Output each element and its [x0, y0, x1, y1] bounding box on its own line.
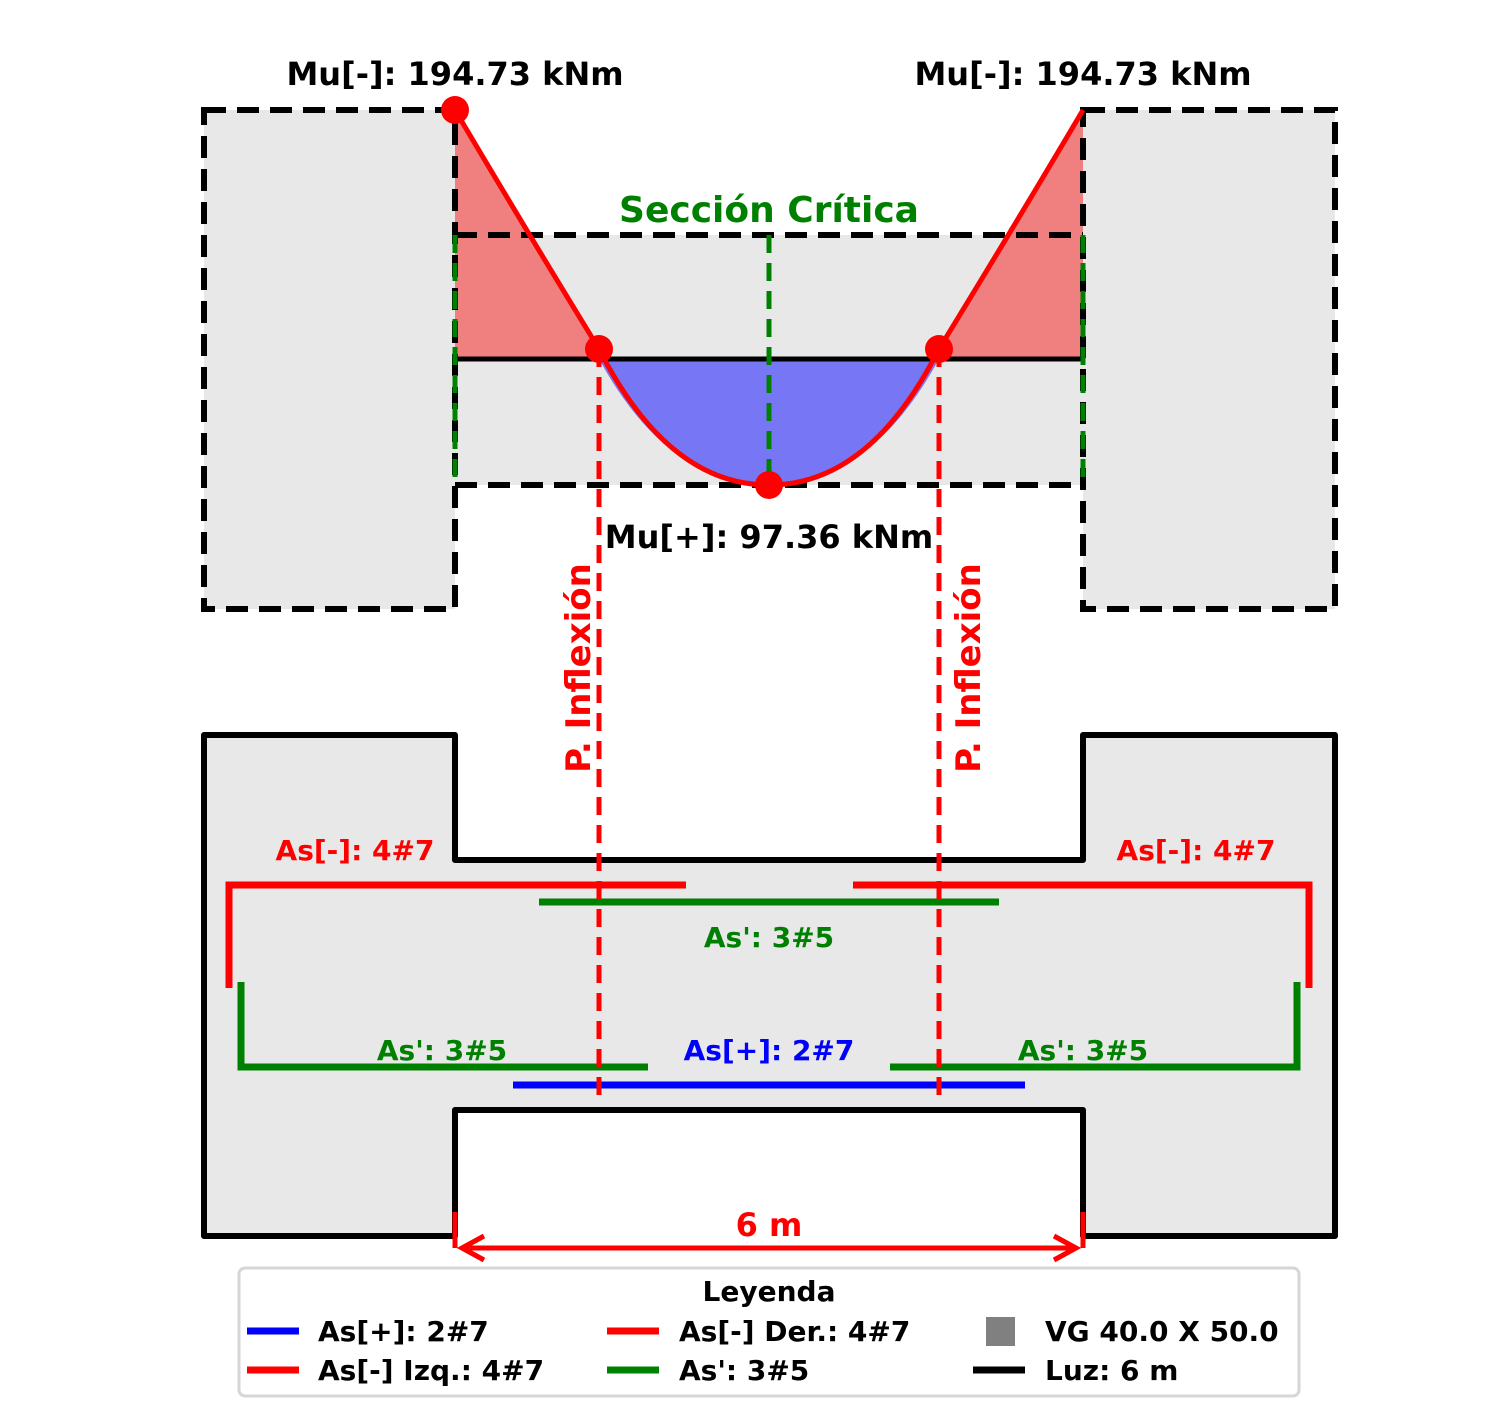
mu-neg-right-label: Mu[-]: 194.73 kNm	[914, 55, 1251, 93]
legend: Leyenda As[+]: 2#7 As[-] Der.: 4#7 VG 40…	[237, 1266, 1301, 1398]
span-arrow-right-icon	[1052, 1233, 1082, 1263]
legend-box	[237, 1266, 1301, 1398]
beam-section: As[-]: 4#7 As[-]: 4#7 As': 3#5 As': 3#5 …	[201, 732, 1338, 1263]
legend-as-neg-izq-label: As[-] Izq.: 4#7	[318, 1354, 544, 1387]
as-prime-top-label: As': 3#5	[704, 921, 834, 954]
as-neg-right-bar	[853, 881, 1313, 988]
legend-luz-label: Luz: 6 m	[1045, 1354, 1178, 1387]
mu-pos-label: Mu[+]: 97.36 kNm	[605, 518, 933, 556]
left-column-dashed	[201, 107, 458, 612]
inflection-left-label: P. Inflexión	[559, 563, 599, 773]
span-arrow-left-icon	[456, 1233, 486, 1263]
as-prime-right-bar	[890, 982, 1301, 1071]
as-prime-right-label: As': 3#5	[1018, 1034, 1148, 1067]
inflection-lines	[596, 349, 942, 1100]
as-pos-label: As[+]: 2#7	[684, 1034, 855, 1067]
as-neg-left-label: As[-]: 4#7	[276, 834, 435, 867]
critical-section-label: Sección Crítica	[619, 190, 919, 231]
legend-title: Leyenda	[703, 1275, 836, 1308]
mu-neg-left-point	[441, 96, 469, 124]
inflection-right-label: P. Inflexión	[949, 563, 989, 773]
mu-pos-point	[755, 471, 783, 499]
beam-section-outline	[201, 732, 1338, 1239]
positive-moment-area	[599, 359, 939, 485]
legend-as-pos-label: As[+]: 2#7	[318, 1315, 489, 1348]
as-neg-left-bar	[225, 881, 686, 988]
as-neg-right-label: As[-]: 4#7	[1117, 834, 1276, 867]
as-prime-left-bar	[237, 982, 648, 1071]
legend-vg-square-icon	[986, 1317, 1015, 1346]
moment-diagram: Mu[-]: 194.73 kNm Mu[-]: 194.73 kNm Secc…	[201, 55, 1338, 612]
span-label: 6 m	[736, 1206, 803, 1244]
legend-vg-label: VG 40.0 X 50.0	[1045, 1315, 1279, 1348]
mu-neg-left-label: Mu[-]: 194.73 kNm	[286, 55, 623, 93]
as-prime-left-label: As': 3#5	[377, 1034, 507, 1067]
legend-as-prime-label: As': 3#5	[679, 1354, 809, 1387]
legend-as-neg-der-label: As[-] Der.: 4#7	[679, 1315, 910, 1348]
